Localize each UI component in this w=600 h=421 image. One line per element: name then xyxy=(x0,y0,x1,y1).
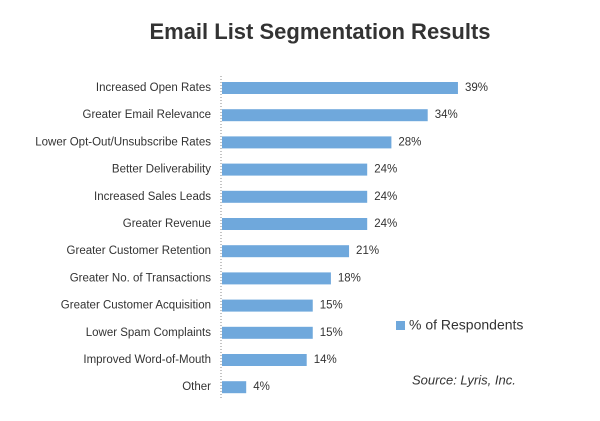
value-label: 24% xyxy=(374,164,397,176)
y-tick-label: Lower Spam Complaints xyxy=(86,327,212,339)
value-label: 15% xyxy=(320,327,343,339)
legend-label: % of Respondents xyxy=(409,317,523,333)
chart-title: Email List Segmentation Results xyxy=(149,19,490,44)
value-label: 21% xyxy=(356,245,379,257)
value-label: 18% xyxy=(338,272,361,284)
source-note: Source: Lyris, Inc. xyxy=(412,372,516,387)
y-tick-label: Greater No. of Transactions xyxy=(70,272,212,284)
bar xyxy=(222,299,313,312)
bar xyxy=(222,82,458,94)
value-label: 4% xyxy=(253,381,270,393)
value-label: 28% xyxy=(398,136,421,148)
y-tick-label: Lower Opt-Out/Unsubscribe Rates xyxy=(35,136,211,148)
bar xyxy=(222,163,368,176)
legend-swatch xyxy=(396,321,405,330)
y-tick-label: Improved Word-of-Mouth xyxy=(83,354,211,366)
value-label: 14% xyxy=(314,354,337,366)
value-label: 39% xyxy=(465,82,488,94)
bar xyxy=(222,326,313,339)
value-label: 24% xyxy=(374,218,397,230)
value-label: 15% xyxy=(320,300,343,312)
y-tick-label: Increased Open Rates xyxy=(96,82,211,94)
y-tick-label: Better Deliverability xyxy=(112,164,211,176)
value-label: 24% xyxy=(374,191,397,203)
bar xyxy=(222,245,350,258)
y-tick-label: Other xyxy=(182,381,211,393)
bar xyxy=(222,272,331,285)
bar xyxy=(222,218,368,230)
bar xyxy=(222,354,307,366)
bar xyxy=(222,109,428,122)
y-tick-label: Greater Customer Acquisition xyxy=(61,300,211,312)
y-tick-label: Increased Sales Leads xyxy=(94,191,211,203)
bar xyxy=(222,190,368,203)
value-label: 34% xyxy=(435,109,458,121)
bar xyxy=(222,381,247,394)
bar xyxy=(222,136,392,149)
y-tick-label: Greater Revenue xyxy=(123,218,211,230)
y-tick-label: Greater Customer Retention xyxy=(67,245,211,257)
y-tick-label: Greater Email Relevance xyxy=(83,109,211,121)
